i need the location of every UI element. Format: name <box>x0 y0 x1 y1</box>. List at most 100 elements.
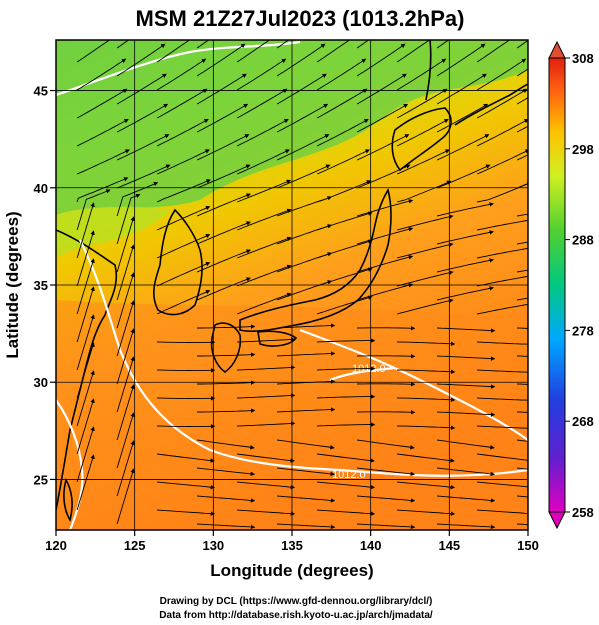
y-tick-label: 35 <box>34 278 48 293</box>
streamline <box>236 264 292 287</box>
streamline <box>116 134 170 161</box>
credit-drawing: Drawing by DCL (https://www.gfd-dennou.o… <box>160 596 433 607</box>
streamline <box>316 295 373 315</box>
streamline <box>436 73 487 105</box>
y-axis-ticks: 25 30 35 40 45 <box>34 84 56 487</box>
streamline <box>517 411 528 413</box>
lat-lon-grid <box>56 40 528 530</box>
streamline <box>477 509 528 514</box>
streamline <box>76 314 95 371</box>
streamline <box>317 481 376 490</box>
streamline <box>197 408 256 413</box>
streamline <box>116 412 135 469</box>
streamline <box>396 119 449 147</box>
streamline <box>196 193 251 217</box>
streamline <box>437 383 496 389</box>
streamline <box>517 355 528 357</box>
streamline <box>196 277 251 301</box>
streamline <box>116 356 135 413</box>
streamline <box>517 495 528 498</box>
streamline <box>436 202 495 217</box>
streamline <box>197 439 255 450</box>
colorbar-bottom-arrow <box>548 511 566 530</box>
colorbar-tick-label: 288 <box>572 233 594 248</box>
streamline <box>197 352 256 357</box>
streamline <box>76 119 129 147</box>
streamline <box>76 189 111 231</box>
streamline <box>476 58 527 91</box>
streamline <box>396 40 431 63</box>
streamline <box>157 396 216 401</box>
streamline <box>477 181 528 203</box>
streamline <box>197 523 256 530</box>
streamline <box>76 58 127 91</box>
streamline <box>197 324 256 329</box>
streamline <box>436 40 450 49</box>
streamline <box>237 421 296 427</box>
streamline <box>76 286 95 343</box>
coastline-hokkaido <box>391 107 452 172</box>
streamline <box>516 97 528 105</box>
streamline <box>156 234 211 259</box>
streamline <box>116 193 141 245</box>
streamline <box>317 422 376 427</box>
streamline <box>436 134 490 161</box>
streamline <box>477 303 528 315</box>
streamline <box>396 242 454 259</box>
colorbar-top-arrow <box>548 40 566 59</box>
streamline <box>316 88 368 119</box>
streamline <box>356 255 414 273</box>
streamline <box>156 206 211 231</box>
y-tick-label: 40 <box>34 181 48 196</box>
streamline <box>116 73 167 105</box>
streamline <box>116 182 159 217</box>
coastline-honshu <box>239 187 392 333</box>
plot-area: 1012.0 1012.0 <box>56 40 528 530</box>
streamline <box>357 495 416 503</box>
x-axis-label: Longitude (degrees) <box>210 561 373 580</box>
streamline <box>356 134 410 161</box>
streamline <box>196 43 246 77</box>
streamline <box>357 353 416 359</box>
streamline <box>236 119 289 147</box>
streamline <box>196 103 249 133</box>
streamline <box>396 58 447 91</box>
streamline <box>356 103 409 133</box>
streamline <box>196 164 251 189</box>
streamline <box>116 300 135 357</box>
colorbar-tick-label: 308 <box>572 51 594 66</box>
credit-data: Data from http://database.rish.kyoto-u.a… <box>159 610 433 621</box>
streamline <box>237 453 295 463</box>
streamline <box>237 365 296 371</box>
streamline <box>76 230 95 287</box>
streamline <box>517 523 528 526</box>
streamline <box>436 164 491 189</box>
coastline-kyushu <box>210 322 242 373</box>
streamline <box>477 481 528 488</box>
colorbar-tick-label: 278 <box>572 323 594 338</box>
coastline-korea <box>153 208 203 316</box>
streamline <box>357 467 416 477</box>
streamline <box>157 368 216 373</box>
colorbar-tick-label: 258 <box>572 505 594 520</box>
streamline <box>116 43 166 77</box>
streamline <box>437 495 496 503</box>
streamline <box>276 164 331 189</box>
coastline-sakhalin <box>425 40 432 101</box>
x-tick-label: 145 <box>438 538 460 553</box>
streamline <box>516 154 528 161</box>
streamline <box>236 236 292 259</box>
isobar-1012-east <box>299 328 528 441</box>
streamline <box>277 323 336 329</box>
streamline <box>76 370 95 427</box>
streamline <box>276 224 333 245</box>
streamline <box>437 355 496 361</box>
streamline <box>116 328 135 385</box>
streamline <box>477 369 528 373</box>
streamline <box>476 88 528 119</box>
streamline <box>356 227 414 245</box>
streamline <box>276 196 333 217</box>
streamline <box>317 453 375 463</box>
streamline <box>236 179 292 203</box>
